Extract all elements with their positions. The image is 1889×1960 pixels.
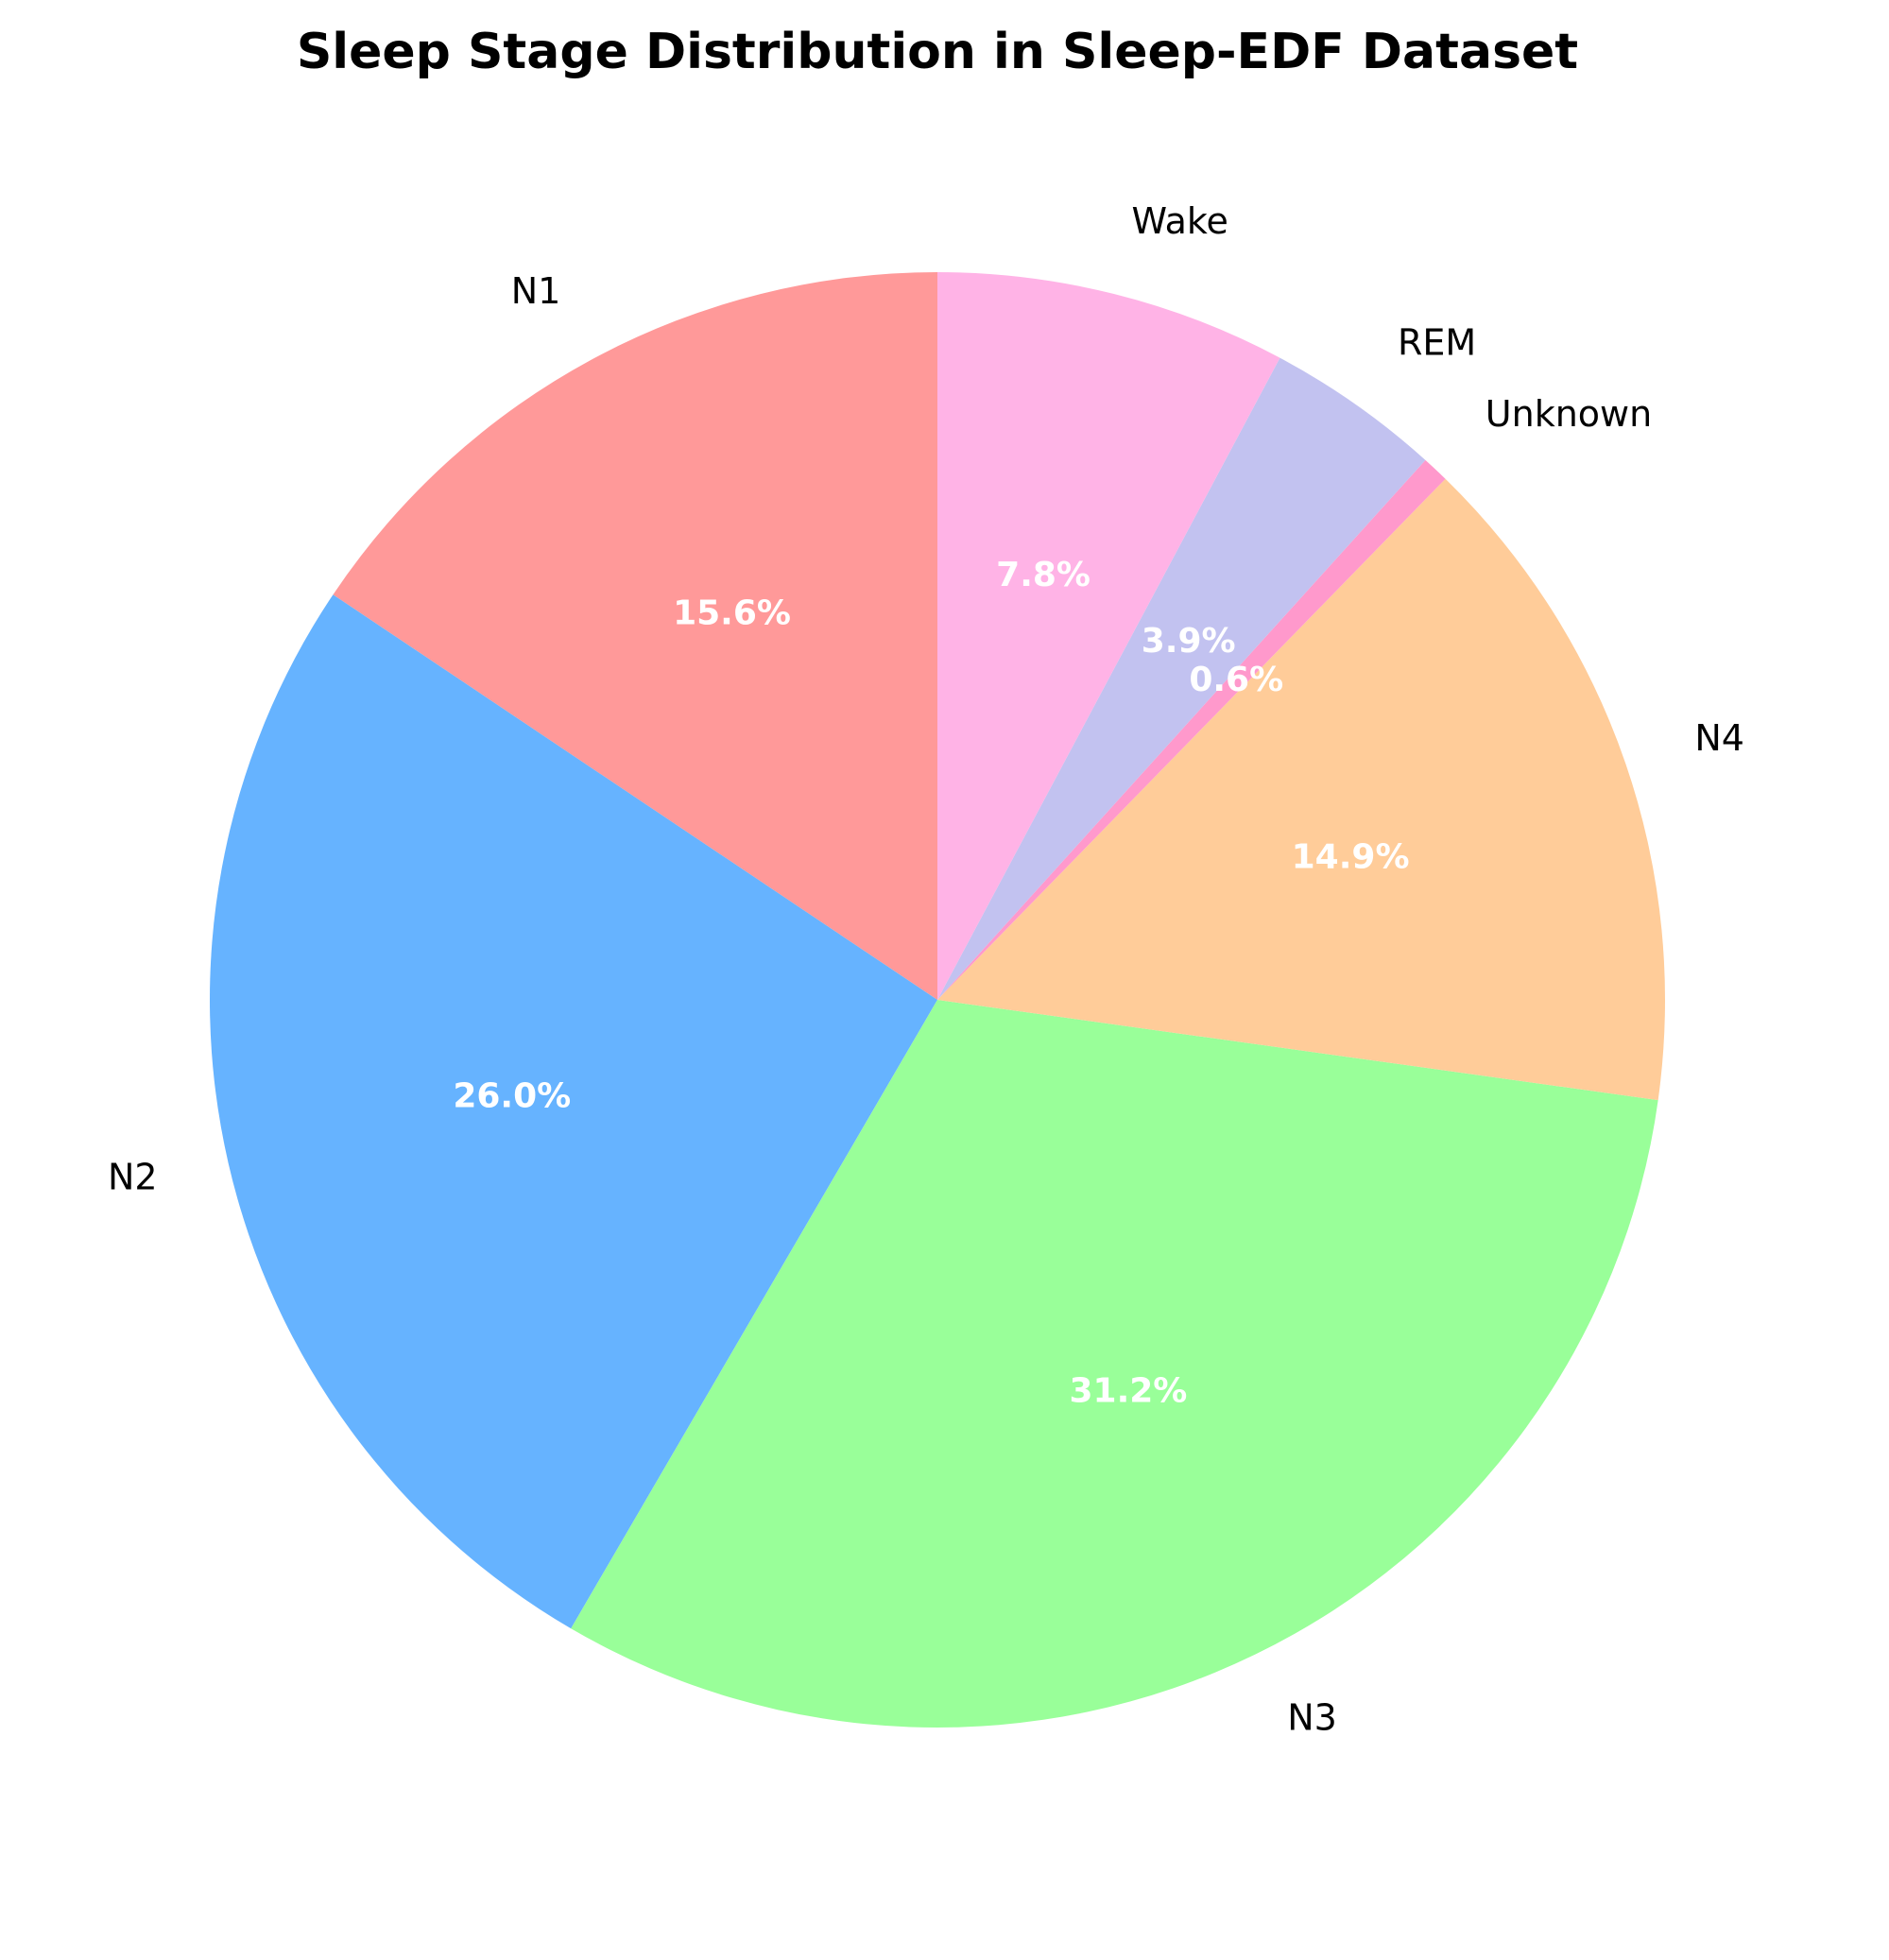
category-label-rem: REM bbox=[1398, 322, 1476, 364]
chart-title: Sleep Stage Distribution in Sleep-EDF Da… bbox=[297, 24, 1578, 80]
percentage-label-wake: 7.8% bbox=[996, 556, 1090, 594]
percentage-label-n4: 14.9% bbox=[1292, 837, 1410, 876]
pie-slice-wake bbox=[937, 272, 1280, 1000]
percentage-label-n3: 31.2% bbox=[1069, 1372, 1187, 1411]
percentage-label-n2: 26.0% bbox=[453, 1077, 571, 1116]
pie-slice-n4 bbox=[937, 478, 1666, 1101]
category-label-n1: N1 bbox=[511, 270, 561, 312]
pie-slice-n1 bbox=[333, 272, 937, 1000]
pie-slice-unknown bbox=[937, 459, 1446, 1000]
percentage-label-unknown: 0.6% bbox=[1189, 661, 1283, 699]
category-label-n4: N4 bbox=[1694, 717, 1744, 759]
category-label-unknown: Unknown bbox=[1485, 393, 1652, 435]
pie-slice-n2 bbox=[210, 594, 937, 1629]
percentage-labels: 15.6% 26.0% 31.2% 14.9% 0.6%3.9% 7.8% bbox=[453, 556, 1409, 1411]
percentage-label-rem: 3.9% bbox=[1142, 622, 1236, 661]
pie-slice-n3 bbox=[571, 1000, 1658, 1728]
category-label-wake: Wake bbox=[1131, 200, 1228, 242]
percentage-label-n1: 15.6% bbox=[673, 593, 791, 632]
pie-slice-rem bbox=[937, 357, 1426, 1000]
pie-slices bbox=[210, 272, 1666, 1728]
category-label-n2: N2 bbox=[108, 1156, 158, 1197]
category-label-n3: N3 bbox=[1287, 1696, 1337, 1738]
